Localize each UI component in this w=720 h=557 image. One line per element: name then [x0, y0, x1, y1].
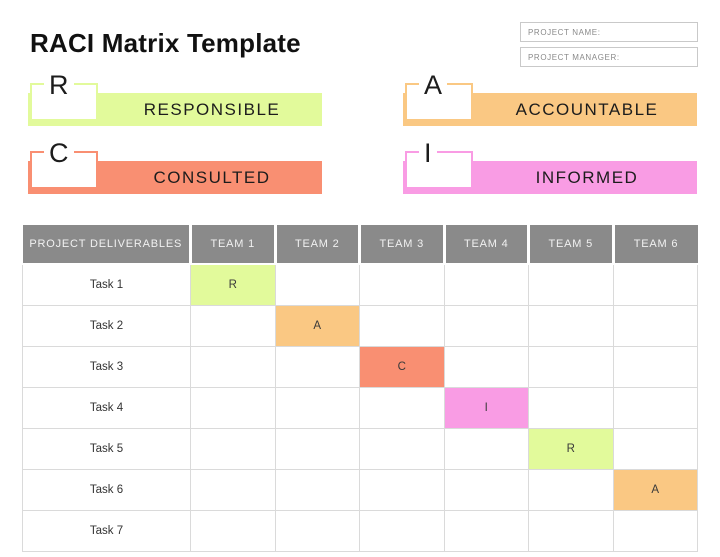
task-cell[interactable]: Task 3: [22, 346, 191, 388]
raci-cell-empty[interactable]: [528, 469, 614, 511]
raci-cell-empty[interactable]: [612, 263, 698, 306]
legend-responsible-label: RESPONSIBLE: [143, 99, 281, 119]
legend-responsible-letter-box: R: [30, 70, 98, 121]
column-header-team3: TEAM 3: [359, 225, 446, 265]
raci-cell-empty[interactable]: [528, 305, 614, 347]
raci-cell-empty[interactable]: [274, 469, 360, 511]
raci-cell-empty[interactable]: [274, 387, 360, 429]
raci-cell-empty[interactable]: [612, 387, 698, 429]
raci-cell-empty[interactable]: [443, 305, 529, 347]
legend-accountable-label: ACCOUNTABLE: [515, 99, 659, 119]
table-row: Task 2 A: [22, 305, 698, 347]
raci-cell-empty[interactable]: [443, 263, 529, 306]
raci-cell-a[interactable]: A: [274, 305, 360, 347]
raci-cell-empty[interactable]: [612, 510, 698, 552]
task-cell[interactable]: Task 5: [22, 428, 191, 470]
raci-cell-empty[interactable]: [190, 387, 276, 429]
raci-cell-r[interactable]: R: [190, 263, 276, 306]
raci-cell-empty[interactable]: [443, 346, 529, 388]
raci-cell-empty[interactable]: [612, 346, 698, 388]
table-header-row: PROJECT DELIVERABLES TEAM 1 TEAM 2 TEAM …: [22, 225, 698, 265]
column-header-deliverables: PROJECT DELIVERABLES: [22, 225, 192, 265]
raci-cell-empty[interactable]: [443, 428, 529, 470]
raci-cell-empty[interactable]: [528, 387, 614, 429]
raci-table: PROJECT DELIVERABLES TEAM 1 TEAM 2 TEAM …: [22, 225, 698, 552]
legend-informed-label: INFORMED: [535, 167, 639, 187]
project-name-field[interactable]: PROJECT NAME:: [520, 22, 698, 42]
column-header-team2: TEAM 2: [275, 225, 361, 265]
raci-cell-empty[interactable]: [359, 263, 445, 306]
legend-accountable-letter: A: [419, 70, 448, 101]
legend-responsible: RESPONSIBLE R: [28, 70, 322, 130]
raci-cell-empty[interactable]: [443, 510, 529, 552]
raci-cell-c[interactable]: C: [359, 346, 445, 388]
task-cell[interactable]: Task 6: [22, 469, 191, 511]
legend-consulted-letter-box: C: [30, 138, 98, 189]
table-row: Task 6 A: [22, 469, 698, 511]
column-header-team5: TEAM 5: [528, 225, 615, 265]
legend-accountable-letter-box: A: [405, 70, 473, 121]
raci-cell-empty[interactable]: [190, 305, 276, 347]
table-row: Task 3 C: [22, 346, 698, 388]
raci-cell-i[interactable]: I: [443, 387, 529, 429]
project-name-label: PROJECT NAME:: [528, 27, 601, 37]
page-title: RACI Matrix Template: [30, 28, 301, 58]
raci-cell-empty[interactable]: [359, 305, 445, 347]
raci-cell-empty[interactable]: [359, 510, 445, 552]
column-header-team1: TEAM 1: [190, 225, 277, 265]
raci-cell-empty[interactable]: [274, 263, 360, 306]
table-row: Task 4 I: [22, 387, 698, 429]
raci-cell-empty[interactable]: [274, 346, 360, 388]
legend-consulted-label: CONSULTED: [153, 167, 271, 187]
project-manager-field[interactable]: PROJECT MANAGER:: [520, 47, 698, 67]
legend-consulted-letter: C: [44, 138, 74, 169]
column-header-team6: TEAM 6: [613, 225, 698, 265]
raci-cell-r[interactable]: R: [528, 428, 614, 470]
table-row: Task 5 R: [22, 428, 698, 470]
task-cell[interactable]: Task 2: [22, 305, 191, 347]
legend-informed: INFORMED I: [403, 138, 697, 198]
raci-cell-empty[interactable]: [190, 469, 276, 511]
raci-cell-empty[interactable]: [359, 387, 445, 429]
raci-cell-empty[interactable]: [612, 428, 698, 470]
task-cell[interactable]: Task 1: [22, 263, 191, 306]
raci-cell-empty[interactable]: [190, 510, 276, 552]
raci-cell-empty[interactable]: [528, 346, 614, 388]
raci-cell-empty[interactable]: [190, 346, 276, 388]
raci-cell-empty[interactable]: [274, 428, 360, 470]
raci-cell-empty[interactable]: [612, 305, 698, 347]
legend-consulted: CONSULTED C: [28, 138, 322, 198]
raci-cell-a[interactable]: A: [612, 469, 698, 511]
raci-cell-empty[interactable]: [190, 428, 276, 470]
column-header-team4: TEAM 4: [444, 225, 530, 265]
raci-cell-empty[interactable]: [274, 510, 360, 552]
raci-cell-empty[interactable]: [443, 469, 529, 511]
raci-cell-empty[interactable]: [528, 263, 614, 306]
task-cell[interactable]: Task 4: [22, 387, 191, 429]
legend-informed-letter-box: I: [405, 138, 473, 189]
legend-informed-letter: I: [419, 138, 437, 169]
raci-cell-empty[interactable]: [528, 510, 614, 552]
legend-accountable: ACCOUNTABLE A: [403, 70, 697, 130]
raci-cell-empty[interactable]: [359, 428, 445, 470]
project-manager-label: PROJECT MANAGER:: [528, 52, 620, 62]
task-cell[interactable]: Task 7: [22, 510, 191, 552]
legend-responsible-letter: R: [44, 70, 74, 101]
raci-cell-empty[interactable]: [359, 469, 445, 511]
table-row: Task 7: [22, 510, 698, 552]
